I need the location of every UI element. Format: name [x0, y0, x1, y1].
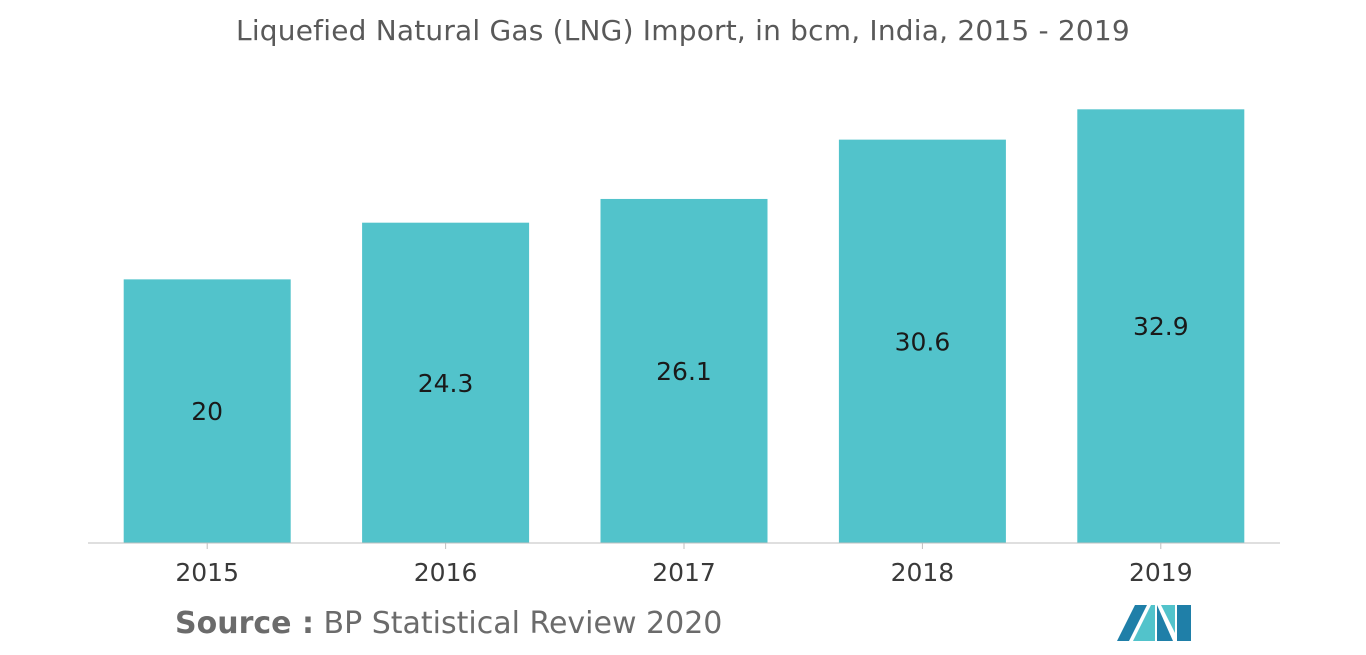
x-tick-label-2017: 2017	[652, 558, 716, 587]
source-text: BP Statistical Review 2020	[313, 606, 723, 641]
bar-2015	[123, 279, 291, 543]
bar-chart: 20 2015 24.3 2016 26.1 2017 30.6 2018 32.9 2019	[88, 109, 1280, 587]
data-label-2016: 24.3	[418, 369, 474, 398]
x-tick-label-2015: 2015	[175, 558, 239, 587]
mordor-intelligence-logo-icon	[1117, 605, 1191, 641]
data-label-2019: 32.9	[1133, 312, 1189, 341]
data-label-2015: 20	[191, 397, 223, 426]
x-tick-label-2016: 2016	[414, 558, 478, 587]
bar-2017	[600, 198, 768, 544]
x-tick-label-2018: 2018	[891, 558, 955, 587]
bar-2018	[838, 139, 1006, 544]
bar-2019	[1077, 109, 1245, 544]
source-note: Source : BP Statistical Review 2020	[175, 606, 722, 641]
chart-title: Liquefied Natural Gas (LNG) Import, in b…	[236, 14, 1130, 47]
data-label-2018: 30.6	[895, 327, 951, 356]
bar-2016	[362, 222, 530, 543]
data-label-2017: 26.1	[656, 357, 712, 386]
source-label: Source :	[175, 606, 314, 641]
x-tick-label-2019: 2019	[1129, 558, 1193, 587]
plot-area: 20 2015 24.3 2016 26.1 2017 30.6 2018 32.9 2019	[88, 109, 1280, 587]
